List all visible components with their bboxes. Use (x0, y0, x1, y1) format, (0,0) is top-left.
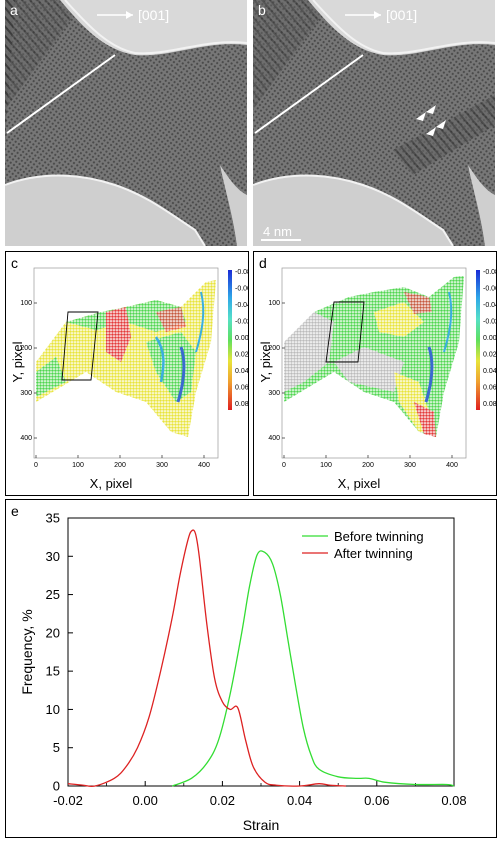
strain-distribution-chart: -0.02 0.00 0.02 0.04 0.06 0.08 0 5 10 15 20 25 30 35 S… (5, 499, 497, 838)
colorbar-tick-d: -0.08 (483, 269, 496, 276)
colorbar-tick-c: -0.06 (235, 286, 248, 293)
xtick-label-c: 200 (114, 462, 126, 469)
scale-bar-label: 4 nm (263, 224, 292, 239)
series-line-before (171, 550, 455, 787)
colorbar-tick-d: -0.04 (483, 302, 496, 309)
xtick-label: 0.02 (210, 793, 235, 808)
legend-label: After twinning (334, 546, 413, 561)
ytick-label: 0 (53, 779, 60, 794)
panel-label-d: d (259, 255, 267, 271)
ytick-label: 30 (46, 549, 60, 564)
direction-label-b: [001] (386, 7, 417, 23)
ytick-label: 10 (46, 702, 60, 717)
colorbar-tick-d: 0.00 (483, 335, 496, 342)
ytick-label: 25 (46, 587, 60, 602)
xtick-label: 0.06 (364, 793, 389, 808)
tem-image-b-graphic: [001] 4 nm (253, 0, 495, 246)
colorbar-tick-c: -0.04 (235, 302, 248, 309)
strain-map-c-graphic: -0.08 -0.06 -0.04 -0.02 0.00 0.02 0.04 0.06 0.08… (10, 267, 251, 491)
xtick-label: -0.02 (53, 793, 83, 808)
xtick-label-c: 300 (156, 462, 168, 469)
ytick-label-c: 300 (20, 390, 32, 397)
colorbar-tick-d: 0.08 (483, 401, 496, 408)
chart-ylabel: Frequency, % (19, 609, 35, 694)
panel-label-c: c (11, 255, 18, 271)
twin-region-outline-c (61, 311, 99, 381)
xtick-label-d: 100 (320, 462, 332, 469)
legend-label: Before twinning (334, 529, 424, 544)
xlabel-d: X, pixel (338, 476, 381, 491)
colorbar-tick-c: 0.08 (235, 401, 248, 408)
ytick-label: 15 (46, 664, 60, 679)
colorbar-tick-d: -0.02 (483, 319, 496, 326)
series-line-after (67, 529, 346, 788)
ylabel-d: Y, pixel (258, 341, 273, 382)
tem-image-b: [001] 4 nm b (253, 0, 495, 246)
chart-xlabel: Strain (243, 817, 280, 833)
tem-image-a-graphic: [001] (5, 0, 247, 246)
chart-svg: -0.02 0.00 0.02 0.04 0.06 0.08 0 5 10 15 20 25 30 35 S… (19, 511, 467, 834)
xtick-label: 0.04 (287, 793, 312, 808)
panel-label-b: b (258, 2, 266, 18)
xtick-label-c: 100 (72, 462, 84, 469)
tem-image-a: [001] a (5, 0, 247, 246)
ytick-label-c: 100 (20, 300, 32, 307)
twin-region-outline-d (325, 301, 365, 363)
xtick-label-d: 300 (404, 462, 416, 469)
colorbar-tick-c: 0.04 (235, 368, 248, 375)
colorbar-tick-d: 0.06 (483, 385, 496, 392)
direction-label-a: [001] (138, 7, 169, 23)
ytick-label: 20 (46, 625, 60, 640)
ytick-label: 5 (53, 740, 60, 755)
ylabel-c: Y, pixel (10, 341, 25, 382)
xtick-label-d: 400 (446, 462, 458, 469)
colorbar-tick-c: 0.00 (235, 335, 248, 342)
xlabel-c: X, pixel (90, 476, 133, 491)
colorbar-tick-c: 0.02 (235, 352, 248, 359)
colorbar-tick-c: -0.02 (235, 319, 248, 326)
xtick-label-c: 400 (198, 462, 210, 469)
ytick-label-d: 200 (268, 345, 280, 352)
xtick-label: 0.08 (441, 793, 466, 808)
ytick-label-d: 100 (268, 300, 280, 307)
colorbar-tick-c: -0.08 (235, 269, 248, 276)
xtick-label-d: 200 (362, 462, 374, 469)
colorbar-tick-d: 0.04 (483, 368, 496, 375)
ytick-label-d: 400 (268, 435, 280, 442)
strain-map-d-graphic: -0.08 -0.06 -0.04 -0.02 0.00 0.02 0.04 0.06 0.08… (258, 267, 499, 491)
ytick-label-d: 300 (268, 390, 280, 397)
strain-map-d: -0.08 -0.06 -0.04 -0.02 0.00 0.02 0.04 0.06 0.08… (253, 251, 499, 496)
ytick-label-c: 400 (20, 435, 32, 442)
xtick-label: 0.00 (133, 793, 158, 808)
panel-label-a: a (10, 2, 18, 18)
ytick-label-c: 200 (20, 345, 32, 352)
ytick-label: 35 (46, 511, 60, 526)
colorbar-tick-d: 0.02 (483, 352, 496, 359)
xtick-label-c: 0 (34, 462, 38, 469)
strain-map-c: -0.08 -0.06 -0.04 -0.02 0.00 0.02 0.04 0.06 0.08… (5, 251, 251, 496)
colorbar-tick-c: 0.06 (235, 385, 248, 392)
colorbar-tick-d: -0.06 (483, 286, 496, 293)
panel-label-e: e (11, 503, 19, 519)
xtick-label-d: 0 (282, 462, 286, 469)
